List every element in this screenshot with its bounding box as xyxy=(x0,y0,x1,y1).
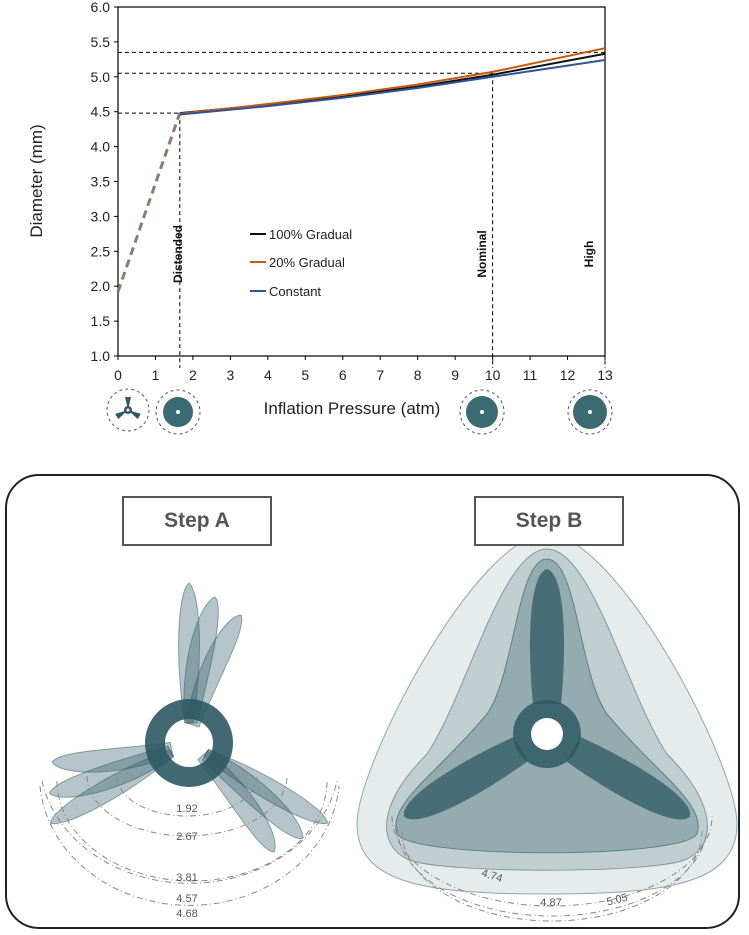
series-line-20-gradual xyxy=(179,47,606,115)
step-b-inflated-balloon xyxy=(356,533,738,895)
plot-frame xyxy=(117,6,606,357)
nominal-label: Nominal xyxy=(475,230,489,277)
x-axis-title: Inflation Pressure (atm) xyxy=(264,399,441,418)
distended-cross-section-icon xyxy=(155,389,201,435)
x-tick-label-11: 11 xyxy=(523,367,538,383)
steps-panel: 1.92 2.67 3.81 4.57 4.68 4.74 4.87 5.05 … xyxy=(5,474,740,929)
y-tick-label-1: 1.5 xyxy=(91,313,111,329)
balloon-shapes-illustration: 1.92 2.67 3.81 4.57 4.68 4.74 4.87 5.05 xyxy=(39,533,738,922)
y-tick-label-9: 5.5 xyxy=(91,34,111,50)
x-tick-label-10: 10 xyxy=(485,367,501,383)
y-tick-label-7: 4.5 xyxy=(91,104,111,120)
nominal-cross-section-icon xyxy=(459,389,505,435)
y-tick-label-8: 5.0 xyxy=(91,69,111,85)
x-tick-label-2: 2 xyxy=(189,367,197,383)
x-tick-label-0: 0 xyxy=(114,367,122,383)
legend-label-20-gradual: 20% Gradual xyxy=(269,255,345,270)
initial-inflation-segment xyxy=(116,112,182,293)
step-a-dimension-arcs xyxy=(39,775,340,906)
step-b-dimension-3: 5.05 xyxy=(605,892,629,909)
high-label: High xyxy=(582,241,596,268)
x-tick-label-7: 7 xyxy=(376,367,384,383)
distended-label: Distended xyxy=(171,225,185,283)
cross-section-icons xyxy=(106,388,613,435)
step-b-label: Step B xyxy=(474,496,624,546)
legend-label-100-gradual: 100% Gradual xyxy=(269,227,352,242)
y-axis-title: Diameter (mm) xyxy=(27,124,46,237)
x-tick-label-12: 12 xyxy=(560,367,576,383)
step-a-dimension-5: 4.68 xyxy=(176,908,197,920)
x-tick-label-1: 1 xyxy=(152,367,160,383)
y-tick-label-0: 1.0 xyxy=(91,348,111,364)
x-tick-label-8: 8 xyxy=(414,367,422,383)
step-a-dimension-3: 3.81 xyxy=(176,872,197,884)
y-tick-label-2: 2.0 xyxy=(91,278,111,294)
legend-label-constant: Constant xyxy=(269,284,321,299)
line-chart: 1.01.52.02.53.03.54.04.55.05.56.00 1 2 3 4 5 6… xyxy=(27,0,613,435)
y-tick-label-4: 3.0 xyxy=(91,208,111,224)
step-b-dimension-2: 4.87 xyxy=(540,897,561,909)
legend: 100% Gradual 20% Gradual Constant xyxy=(250,227,352,299)
step-a-dimension-4: 4.57 xyxy=(176,893,197,905)
x-tick-label-6: 6 xyxy=(339,367,347,383)
plot-area: 1.01.52.02.53.03.54.04.55.05.56.00 1 2 3 4 5 6… xyxy=(91,0,613,383)
series-line-constant xyxy=(179,59,606,116)
step-a-label: Step A xyxy=(122,496,272,546)
x-tick-label-5: 5 xyxy=(301,367,309,383)
y-tick-label-10: 6.0 xyxy=(91,0,111,15)
high-cross-section-icon xyxy=(567,389,613,435)
x-tick-label-13: 13 xyxy=(597,367,613,383)
y-tick-label-3: 2.5 xyxy=(91,243,111,259)
y-tick-label-6: 4.0 xyxy=(91,139,111,155)
x-tick-label-9: 9 xyxy=(451,367,459,383)
step-a-dimension-1: 1.92 xyxy=(176,803,197,815)
y-tick-label-5: 3.5 xyxy=(91,174,111,190)
step-b-dimension-arcs xyxy=(391,815,713,922)
step-a-folded-balloon xyxy=(48,582,329,853)
x-tick-label-3: 3 xyxy=(226,367,234,383)
folded-cross-section-icon xyxy=(106,388,150,432)
step-a-dimension-2: 2.67 xyxy=(176,831,197,843)
x-tick-label-4: 4 xyxy=(264,367,272,383)
